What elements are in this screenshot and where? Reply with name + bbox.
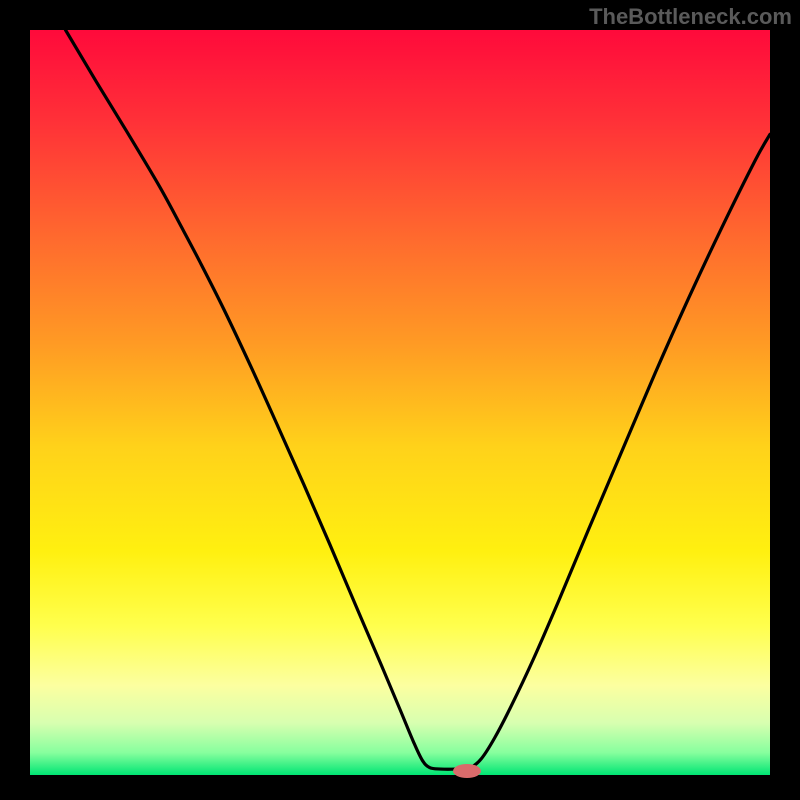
chart-container: TheBottleneck.com [0,0,800,800]
bottleneck-curve [30,30,770,775]
optimal-point-marker [453,764,481,778]
curve-path [66,30,770,769]
watermark-text: TheBottleneck.com [589,4,792,30]
plot-area [30,30,770,775]
